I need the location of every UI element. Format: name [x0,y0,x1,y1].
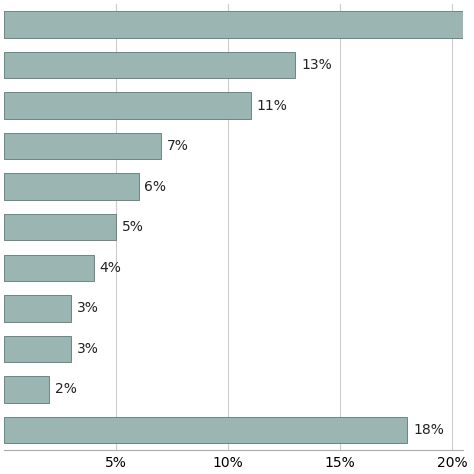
Text: 3%: 3% [77,342,99,356]
Bar [4,214,116,240]
Bar [4,376,49,402]
Text: 13%: 13% [301,58,332,72]
Text: 5%: 5% [122,220,144,234]
Text: 6%: 6% [144,180,166,194]
Bar [4,11,474,37]
Bar [4,52,295,78]
Text: 18%: 18% [413,423,444,437]
Bar [4,255,94,281]
Bar [4,295,72,321]
Text: 4%: 4% [100,261,121,275]
Text: 7%: 7% [166,139,189,153]
Bar [4,336,72,362]
Text: 11%: 11% [256,99,287,112]
Bar [4,417,408,443]
Text: 3%: 3% [77,301,99,315]
Bar [4,92,251,118]
Text: 2%: 2% [55,383,76,396]
Bar [4,173,138,200]
Bar [4,133,161,159]
